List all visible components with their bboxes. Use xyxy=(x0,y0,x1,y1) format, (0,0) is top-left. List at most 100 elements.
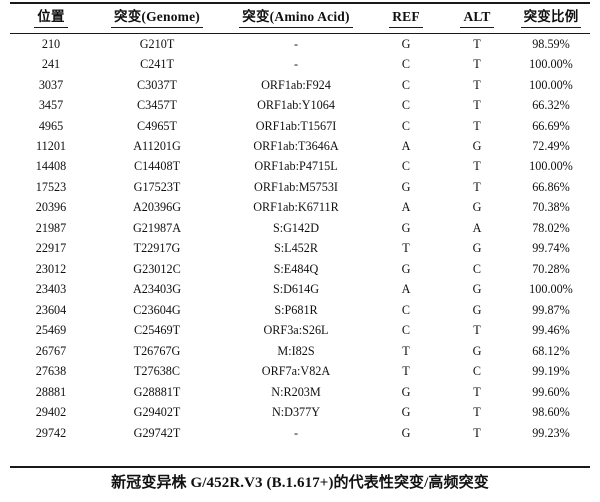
table-row: 23012 G23012C S:E484Q G C 70.28% xyxy=(10,259,590,279)
cell-ratio: 72.49% xyxy=(532,138,570,153)
cell-amino: ORF7a:V82A xyxy=(261,364,331,379)
column-header-genome: 突变(Genome) xyxy=(92,3,222,33)
cell-ratio: 66.86% xyxy=(532,179,570,194)
cell-ref: C xyxy=(401,98,411,113)
table-row: 28881 G28881T N:R203M G T 99.60% xyxy=(10,382,590,402)
cell-ratio: 99.74% xyxy=(532,241,570,256)
cell-position: 4965 xyxy=(38,118,64,133)
table-row: 20396 A20396G ORF1ab:K6711R A G 70.38% xyxy=(10,197,590,217)
cell-amino: ORF1ab:T1567I xyxy=(255,118,337,133)
cell-position: 26767 xyxy=(35,343,67,358)
cell-amino: ORF1ab:F924 xyxy=(261,77,331,92)
cell-position: 14408 xyxy=(35,159,67,174)
cell-alt: G xyxy=(472,138,482,153)
cell-ratio: 99.46% xyxy=(532,323,570,338)
table-row: 23604 C23604G S:P681R C G 99.87% xyxy=(10,300,590,320)
cell-ref: C xyxy=(401,77,411,92)
cell-ratio: 70.38% xyxy=(532,200,570,215)
table-row: 14408 C14408T ORF1ab:P4715L C T 100.00% xyxy=(10,156,590,176)
column-header-amino-acid-label: 突变(Amino Acid) xyxy=(239,9,353,28)
column-header-position: 位置 xyxy=(10,3,92,33)
cell-amino: S:D614G xyxy=(272,282,320,297)
table-row: 17523 G17523T ORF1ab:M5753I G T 66.86% xyxy=(10,177,590,197)
cell-alt: G xyxy=(472,200,482,215)
table-row: 23403 A23403G S:D614G A G 100.00% xyxy=(10,279,590,299)
cell-ref: T xyxy=(402,364,410,379)
cell-alt: T xyxy=(473,118,481,133)
column-header-ratio: 突变比例 xyxy=(512,3,590,33)
cell-alt: T xyxy=(473,323,481,338)
cell-alt: T xyxy=(473,36,481,51)
cell-amino: N:D377Y xyxy=(271,405,321,420)
cell-position: 27638 xyxy=(35,364,67,379)
cell-genome: C241T xyxy=(140,57,174,72)
table-row: 25469 C25469T ORF3a:S26L C T 99.46% xyxy=(10,320,590,340)
cell-ratio: 78.02% xyxy=(532,220,570,235)
cell-alt: T xyxy=(473,159,481,174)
column-header-amino-acid: 突变(Amino Acid) xyxy=(222,3,370,33)
cell-ratio: 70.28% xyxy=(532,261,570,276)
cell-position: 29742 xyxy=(35,425,67,440)
table-row: 29402 G29402T N:D377Y G T 98.60% xyxy=(10,402,590,422)
cell-alt: G xyxy=(472,241,482,256)
column-header-position-label: 位置 xyxy=(34,9,68,28)
cell-ref: T xyxy=(402,241,410,256)
cell-ratio: 98.60% xyxy=(532,405,570,420)
cell-ref: T xyxy=(402,343,410,358)
cell-alt: G xyxy=(472,282,482,297)
mutation-table: 位置 突变(Genome) 突变(Amino Acid) REF ALT xyxy=(10,2,590,444)
cell-alt: A xyxy=(472,220,482,235)
cell-alt: T xyxy=(473,179,481,194)
column-header-alt-label: ALT xyxy=(460,9,494,28)
figure-caption: 新冠变异株 G/452R.V3 (B.1.617+)的代表性突变/高频突变 xyxy=(111,475,489,491)
cell-ref: A xyxy=(401,200,411,215)
cell-amino: ORF1ab:M5753I xyxy=(254,179,338,194)
cell-amino: ORF1ab:P4715L xyxy=(254,159,338,174)
table-header-row: 位置 突变(Genome) 突变(Amino Acid) REF ALT xyxy=(10,3,590,34)
cell-ref: G xyxy=(401,425,411,440)
cell-amino: ORF1ab:K6711R xyxy=(253,200,339,215)
cell-genome: C14408T xyxy=(133,159,181,174)
cell-position: 23604 xyxy=(35,302,67,317)
cell-position: 3037 xyxy=(38,77,64,92)
cell-genome: A11201G xyxy=(133,138,181,153)
cell-alt: G xyxy=(472,302,482,317)
cell-ref: C xyxy=(401,118,411,133)
table-row: 210 G210T - G T 98.59% xyxy=(10,33,590,54)
mutation-table-container: 位置 突变(Genome) 突变(Amino Acid) REF ALT xyxy=(10,2,590,444)
cell-genome: G29402T xyxy=(133,405,181,420)
cell-ratio: 99.87% xyxy=(532,302,570,317)
cell-amino: ORF1ab:T3646A xyxy=(253,138,339,153)
cell-amino: - xyxy=(293,36,299,51)
cell-genome: T27638C xyxy=(133,364,181,379)
table-row: 21987 G21987A S:G142D G A 78.02% xyxy=(10,218,590,238)
cell-alt: T xyxy=(473,98,481,113)
cell-ref: A xyxy=(401,282,411,297)
table-row: 3037 C3037T ORF1ab:F924 C T 100.00% xyxy=(10,74,590,94)
cell-genome: G23012C xyxy=(133,261,181,276)
cell-genome: C23604G xyxy=(133,302,181,317)
column-header-ratio-label: 突变比例 xyxy=(520,9,582,28)
cell-position: 210 xyxy=(41,36,61,51)
table-row: 27638 T27638C ORF7a:V82A T C 99.19% xyxy=(10,361,590,381)
column-header-ref: REF xyxy=(370,3,442,33)
cell-amino: S:G142D xyxy=(272,220,320,235)
cell-genome: A20396G xyxy=(132,200,182,215)
cell-position: 22917 xyxy=(35,241,67,256)
cell-ratio: 100.00% xyxy=(529,159,573,174)
cell-ratio: 99.60% xyxy=(532,384,570,399)
cell-ref: G xyxy=(401,179,411,194)
cell-ref: G xyxy=(401,384,411,399)
cell-position: 23403 xyxy=(35,282,67,297)
cell-genome: C4965T xyxy=(137,118,177,133)
table-row: 29742 G29742T - G T 99.23% xyxy=(10,423,590,444)
cell-position: 20396 xyxy=(35,200,67,215)
cell-genome: T26767G xyxy=(133,343,181,358)
cell-ref: C xyxy=(401,302,411,317)
cell-amino: M:I82S xyxy=(277,343,315,358)
cell-ratio: 99.23% xyxy=(532,425,570,440)
table-header: 位置 突变(Genome) 突变(Amino Acid) REF ALT xyxy=(10,3,590,34)
cell-amino: S:E484Q xyxy=(273,261,319,276)
column-header-genome-label: 突变(Genome) xyxy=(111,9,203,28)
cell-amino: ORF3a:S26L xyxy=(263,323,329,338)
